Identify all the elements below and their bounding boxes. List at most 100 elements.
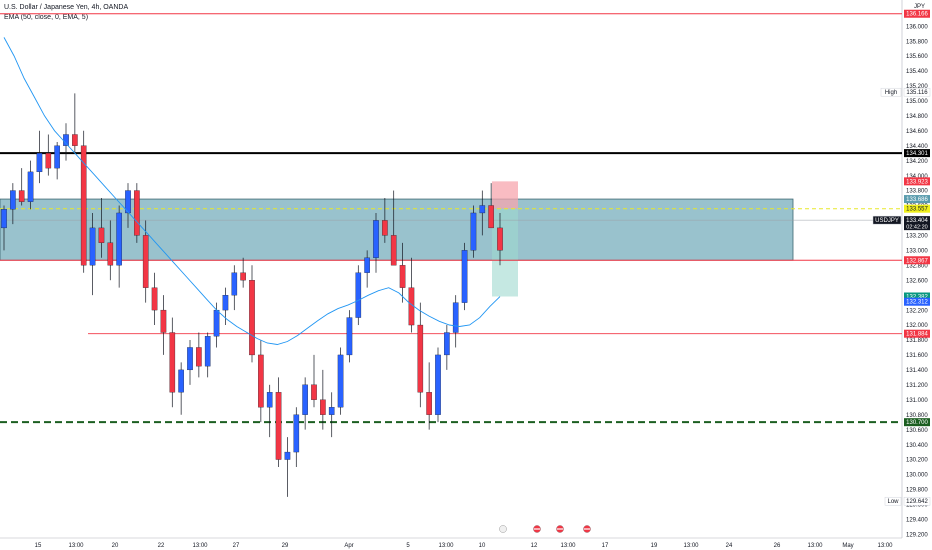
- candle-body: [125, 190, 131, 214]
- candle-body: [435, 354, 441, 415]
- price-caption-text: High: [885, 90, 897, 96]
- y-tick-label: 133.200: [906, 234, 928, 240]
- candle-body: [107, 242, 114, 266]
- price-label-value: 130.700: [906, 420, 928, 426]
- candle-body: [266, 392, 273, 408]
- price-caption-text: USDJPY: [875, 218, 899, 224]
- y-tick-label: 133.800: [906, 189, 928, 195]
- candle-body: [116, 212, 122, 266]
- price-label-badge: [904, 195, 930, 204]
- candle-body: [240, 272, 246, 281]
- candle-body: [169, 332, 176, 393]
- x-tick-label: 13:00: [192, 543, 208, 549]
- indicator-label: EMA (50, close, 0, EMA, 5): [4, 14, 89, 21]
- y-tick-label: 129.200: [906, 532, 928, 538]
- candle-body: [178, 369, 184, 393]
- candle-body: [27, 171, 34, 202]
- symbol-title: U.S. Dollar / Japanese Yen, 4h, OANDA: [4, 4, 129, 11]
- y-tick-label: 135.800: [906, 39, 928, 45]
- y-tick-label: 135.400: [906, 69, 928, 75]
- price-label-badge: [904, 204, 930, 213]
- price-label-value: 132.867: [906, 258, 928, 264]
- y-tick-label: 131.000: [906, 398, 928, 404]
- price-label-value: 132.382: [906, 294, 928, 300]
- candle-body: [80, 145, 87, 266]
- y-tick-label: 131.400: [906, 368, 928, 374]
- price-label-value: 133.404: [906, 218, 928, 224]
- candle-body: [196, 347, 202, 367]
- candle-body: [18, 190, 25, 202]
- y-tick-label: 130.600: [906, 428, 928, 434]
- y-tick-label: 134.200: [906, 159, 928, 165]
- y-tick-label: 135.600: [906, 54, 928, 60]
- candle-body: [346, 317, 353, 356]
- price-caption-badge: [884, 496, 902, 506]
- x-tick-label: 13:00: [68, 543, 84, 549]
- y-tick-label: 132.600: [906, 278, 928, 284]
- price-label-badge: [904, 297, 930, 306]
- candle-body: [204, 336, 211, 367]
- y-tick-label: 132.000: [906, 323, 928, 329]
- price-label-badge: [904, 292, 930, 301]
- x-tick-label: 27: [233, 543, 240, 549]
- y-tick-label: 131.600: [906, 353, 928, 359]
- candle-body: [293, 414, 300, 453]
- candle-body: [258, 354, 264, 408]
- price-label-value: 133.557: [906, 207, 928, 213]
- candle-body: [364, 257, 370, 273]
- price-label-badge: [904, 418, 930, 427]
- candle-body: [373, 220, 379, 258]
- y-tick-label: 130.400: [906, 443, 928, 449]
- candle-body: [426, 392, 432, 415]
- candle-body: [54, 145, 60, 169]
- x-tick-label: 19: [651, 543, 658, 549]
- candle-body: [461, 250, 468, 303]
- price-label-value: 132.312: [906, 300, 928, 306]
- price-label-badge: [904, 9, 930, 18]
- x-tick-label: Apr: [344, 543, 353, 549]
- y-tick-label: 129.600: [906, 503, 928, 509]
- candle-body: [72, 134, 78, 146]
- stop-loss-area: [492, 181, 518, 209]
- x-tick-label: 22: [158, 543, 165, 549]
- price-label-badge: [903, 87, 931, 97]
- event-icon: [499, 525, 507, 533]
- price-label-value: 131.884: [906, 332, 928, 338]
- y-tick-label: 129.800: [906, 488, 928, 494]
- candle-body: [160, 309, 167, 333]
- y-tick-label: 132.800: [906, 263, 928, 269]
- x-tick-label: 12: [531, 543, 538, 549]
- candle-body: [284, 451, 291, 460]
- candle-body: [275, 392, 282, 460]
- x-tick-label: 5: [406, 543, 410, 549]
- price-label-value: 134.301: [906, 151, 928, 157]
- y-tick-label: 129.400: [906, 518, 928, 524]
- x-tick-label: 10: [479, 543, 486, 549]
- currency-label: JPY: [914, 4, 925, 10]
- candle-body: [89, 227, 96, 266]
- candle-body: [355, 272, 362, 318]
- x-tick-label: 13:00: [807, 543, 823, 549]
- y-tick-label: 134.400: [906, 144, 928, 150]
- price-label-value: 135.116: [906, 90, 928, 96]
- candle-body: [470, 212, 477, 251]
- x-tick-label: 24: [726, 543, 733, 549]
- candle-body: [98, 227, 105, 243]
- x-tick-label: 13:00: [438, 543, 454, 549]
- candle-body: [399, 265, 406, 288]
- candle-body: [187, 347, 193, 371]
- y-tick-label: 134.800: [906, 114, 928, 120]
- price-label-value: 133.686: [906, 197, 928, 203]
- candle-body: [444, 332, 450, 356]
- price-label-badge: [904, 329, 930, 338]
- candle-body: [231, 272, 238, 296]
- candle-body: [10, 190, 16, 210]
- y-tick-label: 135.200: [906, 84, 928, 90]
- chart-legend: U.S. Dollar / Japanese Yen, 4h, OANDA EM…: [4, 3, 128, 23]
- candle-body: [302, 384, 308, 415]
- price-label-badge: [903, 496, 931, 506]
- candle-body: [311, 384, 317, 400]
- y-tick-label: 130.200: [906, 458, 928, 464]
- price-label-value: 136.166: [906, 12, 928, 18]
